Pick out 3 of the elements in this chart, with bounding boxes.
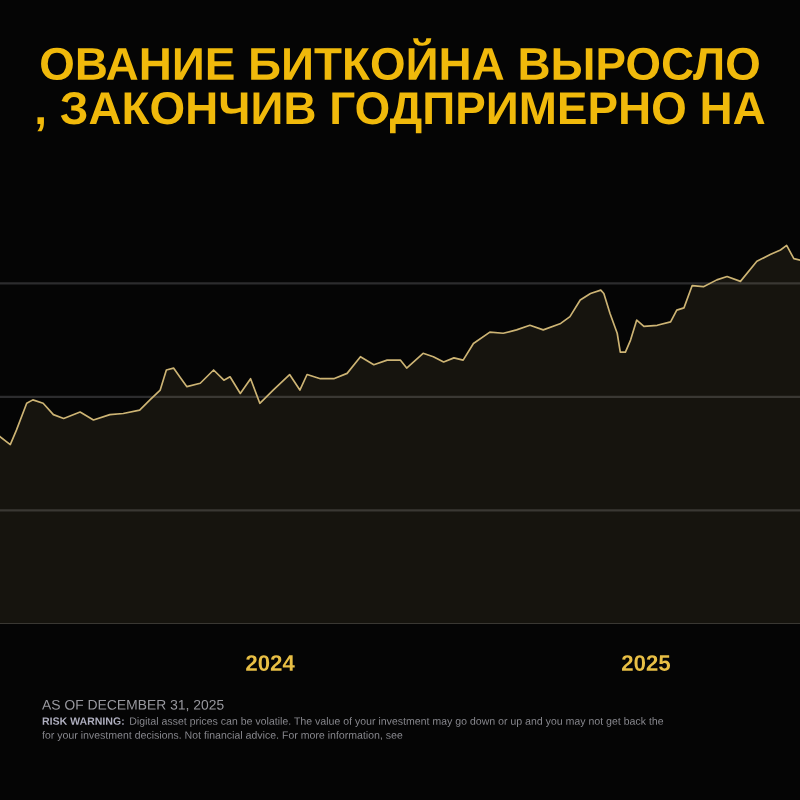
x-tick-label: 2024	[246, 655, 295, 671]
x-tick-label: 2025	[622, 655, 671, 671]
chart-title: ОВАНИЕ БИТКОЙНА ВЫРОСЛО , ЗАКОНЧИВ ГОДПРИМЕРНО НА	[37, 38, 765, 134]
